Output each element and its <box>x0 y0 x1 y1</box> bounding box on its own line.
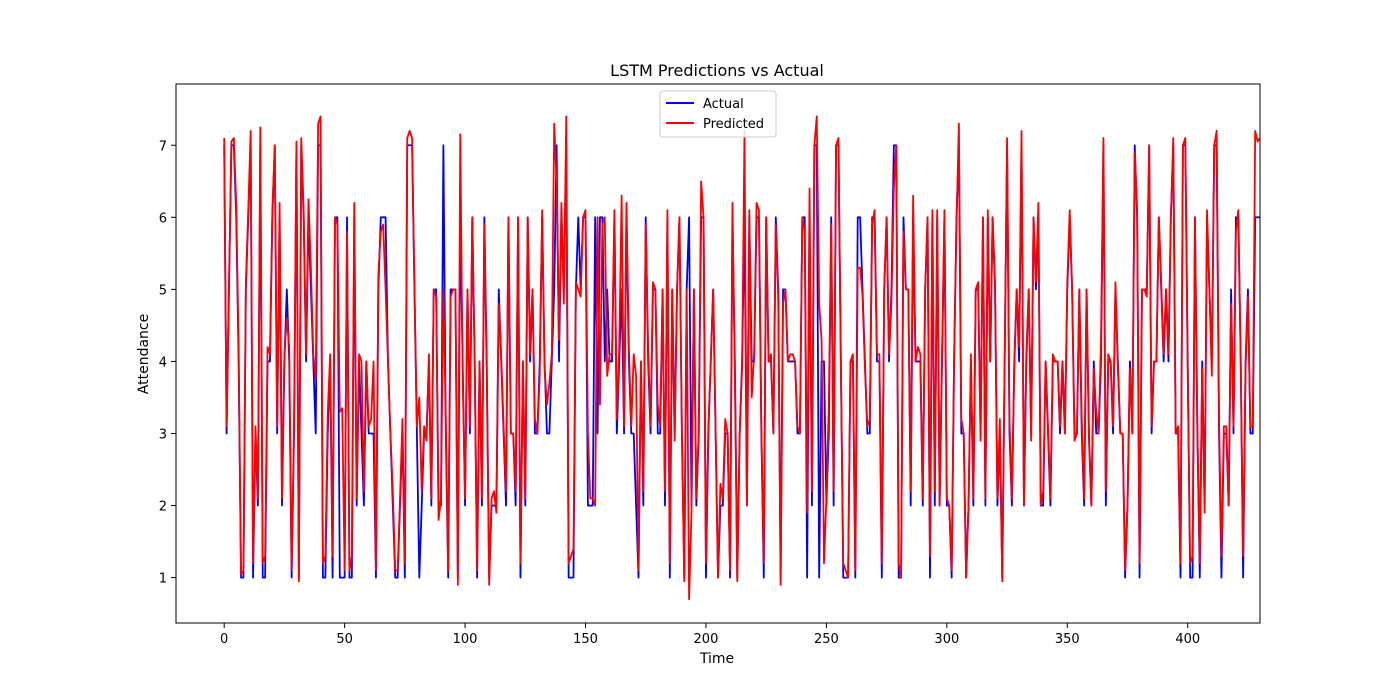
x-tick-label: 0 <box>220 632 228 647</box>
x-axis-label: Time <box>699 651 734 667</box>
x-tick-label: 50 <box>336 632 353 647</box>
plot-frame <box>175 83 1261 624</box>
x-tick-label: 350 <box>1055 632 1080 647</box>
y-tick-label: 5 <box>159 283 167 298</box>
y-axis: 1 2 3 4 5 6 7 <box>159 139 176 587</box>
x-tick-label: 150 <box>573 632 598 647</box>
series-line-predicted <box>223 115 1260 601</box>
legend: Actual Predicted <box>659 90 777 138</box>
legend-label-predicted: Predicted <box>703 117 764 132</box>
y-tick-label: 2 <box>159 500 167 515</box>
chart-title: LSTM Predictions vs Actual <box>610 61 824 80</box>
y-tick-label: 6 <box>159 211 167 226</box>
y-tick-label: 3 <box>159 427 167 442</box>
y-tick-label: 1 <box>159 572 167 587</box>
x-tick-label: 300 <box>934 632 959 647</box>
x-tick-label: 250 <box>814 632 839 647</box>
series-lines <box>223 115 1260 601</box>
plot-area <box>175 83 1261 624</box>
y-tick-label: 7 <box>159 139 167 154</box>
x-tick-label: 200 <box>694 632 719 647</box>
x-tick-label: 100 <box>453 632 478 647</box>
x-tick-label: 400 <box>1175 632 1200 647</box>
x-axis: 0 50 100 150 200 250 300 350 400 <box>220 623 1200 647</box>
legend-label-actual: Actual <box>703 97 744 112</box>
y-tick-label: 4 <box>159 355 167 370</box>
y-axis-label: Attendance <box>136 314 152 394</box>
